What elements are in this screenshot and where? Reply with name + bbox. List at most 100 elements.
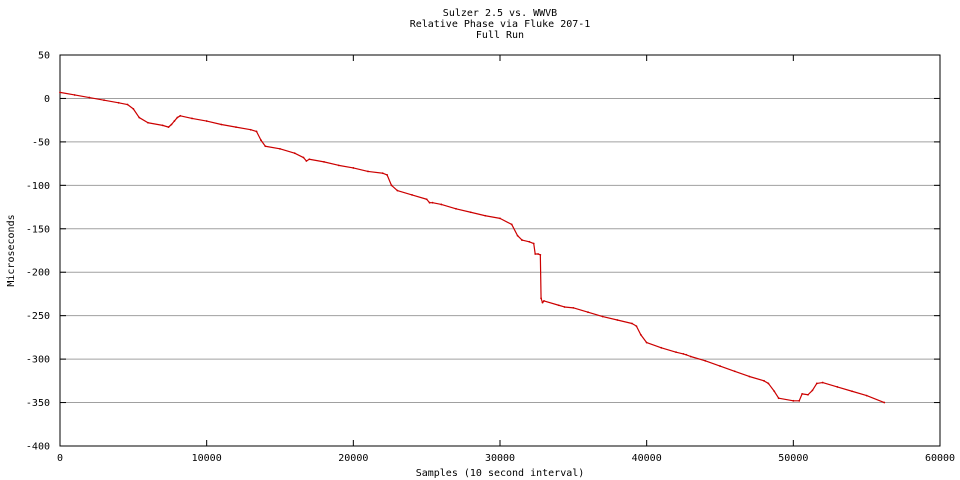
y-tick-label: -400: [26, 442, 50, 453]
chart-title-line-3: Full Run: [475, 30, 525, 41]
x-axis-label: Samples (10 second interval): [416, 468, 585, 479]
data-point: [431, 201, 434, 204]
data-point: [635, 325, 638, 327]
data-point: [534, 253, 537, 255]
data-point: [220, 123, 223, 126]
data-point: [883, 401, 886, 404]
data-point: [660, 346, 663, 349]
data-point: [191, 117, 193, 120]
data-point: [798, 399, 801, 402]
data-point: [302, 156, 305, 159]
y-tick-label: 50: [38, 51, 50, 62]
data-point: [73, 94, 76, 96]
data-point: [260, 139, 262, 142]
x-tick-label: 0: [57, 453, 63, 464]
x-tick-label: 10000: [192, 453, 222, 464]
data-point: [645, 341, 648, 344]
chart-title-line-2: Relative Phase via Fluke 207-1: [409, 19, 591, 30]
data-point: [682, 353, 685, 355]
data-point: [572, 306, 575, 309]
data-point: [587, 311, 589, 314]
y-tick-label: 0: [44, 94, 50, 105]
data-point: [821, 381, 824, 384]
data-point: [337, 164, 340, 167]
data-point: [851, 390, 853, 393]
data-point: [521, 239, 523, 241]
data-point: [733, 370, 736, 373]
data-point: [563, 306, 566, 308]
data-point: [704, 359, 707, 362]
data-point: [455, 207, 457, 210]
data-point: [767, 382, 770, 385]
data-point: [59, 91, 61, 94]
data-point: [138, 116, 141, 119]
data-point: [176, 116, 179, 119]
data-point: [255, 130, 258, 133]
data-point: [264, 145, 267, 148]
data-point: [541, 301, 544, 304]
data-point: [126, 103, 129, 106]
y-axis-label: Microseconds: [6, 214, 17, 286]
data-point: [777, 397, 780, 400]
tick-labels: 50 0 -50 -100 -150 -200 -250 -300 -350 -400 0 10000…: [26, 51, 955, 465]
data-point: [279, 147, 281, 150]
grid-lines: [60, 97, 940, 404]
data-point: [440, 203, 443, 206]
data-point: [719, 365, 721, 367]
data-point: [161, 124, 164, 127]
data-point: [811, 389, 814, 392]
data-point: [293, 152, 296, 155]
data-point: [352, 167, 355, 169]
data-point: [390, 184, 393, 187]
data-point: [147, 121, 149, 124]
y-tick-label: -350: [26, 398, 50, 409]
data-point: [411, 193, 413, 196]
data-point: [792, 399, 795, 402]
data-point: [167, 126, 170, 129]
plot-frame: [59, 54, 941, 447]
data-point: [516, 234, 519, 237]
data-point: [557, 304, 560, 307]
data-point: [807, 393, 809, 396]
data-point: [117, 101, 120, 104]
series-line: [59, 91, 885, 404]
data-point: [631, 322, 633, 325]
data-point: [179, 114, 182, 117]
y-tick-label: -100: [26, 181, 50, 192]
data-point: [396, 189, 399, 192]
data-point: [469, 211, 472, 214]
y-tick-label: -50: [32, 137, 50, 148]
data-point: [170, 123, 173, 126]
x-tick-label: 50000: [778, 453, 808, 464]
data-point: [428, 201, 431, 204]
data-point: [132, 107, 135, 110]
data-point: [499, 217, 501, 220]
data-point: [773, 390, 776, 393]
chart-title: Sulzer 2.5 vs. WWVB Relative Phase via F…: [0, 8, 960, 41]
data-point: [205, 120, 208, 122]
y-tick-label: -150: [26, 224, 50, 235]
series-layer: [59, 91, 886, 404]
data-point: [763, 379, 765, 382]
data-point: [537, 253, 540, 255]
y-tick-label: -200: [26, 268, 50, 279]
data-point: [484, 214, 487, 217]
x-tick-label: 40000: [632, 453, 662, 464]
x-tick-label: 30000: [485, 453, 515, 464]
data-point: [381, 172, 384, 175]
data-point: [675, 351, 677, 354]
data-point: [235, 126, 237, 129]
y-tick-label: -250: [26, 311, 50, 322]
data-point: [601, 315, 604, 318]
data-point: [543, 300, 545, 302]
data-point: [539, 253, 542, 256]
data-point: [323, 160, 325, 163]
data-point: [510, 223, 513, 226]
data-point: [815, 382, 818, 385]
data-point: [305, 160, 308, 162]
data-point: [801, 392, 804, 395]
data-point: [249, 128, 252, 131]
data-point: [689, 355, 692, 358]
data-point: [865, 394, 868, 397]
